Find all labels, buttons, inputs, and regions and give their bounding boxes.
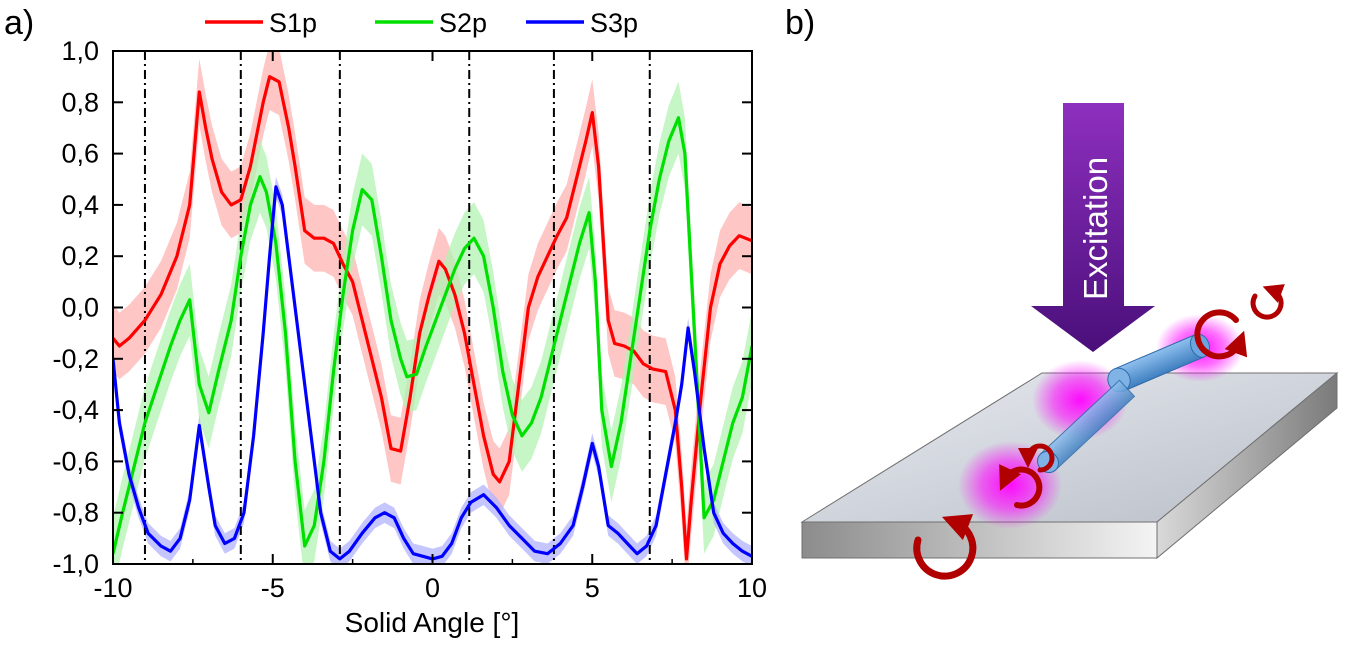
excitation-arrow: Excitation [1031, 103, 1155, 352]
legend-label-s2p: S2p [439, 8, 487, 38]
excitation-arrow-shape [1031, 103, 1155, 352]
panel-b-label: b) [785, 4, 815, 42]
x-axis-label: Solid Angle [°] [345, 607, 520, 638]
y-tick-label: 0,0 [61, 293, 99, 323]
y-tick-label: -0,2 [52, 344, 99, 374]
y-tick-label: -0,6 [52, 446, 99, 476]
series-line-s2p [113, 116, 752, 555]
x-tick-label: 10 [737, 573, 767, 603]
x-axis-ticks: -10 -5 0 5 10 [93, 51, 767, 603]
y-tick-label: 0,6 [61, 139, 99, 169]
y-tick-label: -1,0 [52, 549, 99, 579]
circular-arrow-middle [999, 464, 1043, 509]
panel-a-label: a) [4, 4, 34, 42]
circular-arrow-top [1194, 309, 1248, 360]
circular-arrow-small-bottom [1018, 443, 1055, 473]
excitation-label: Excitation [1077, 157, 1114, 300]
chart-legend: S1p S2p S3p [205, 8, 638, 38]
legend-label-s3p: S3p [590, 8, 638, 38]
circular-polarization-arrows [913, 284, 1285, 580]
x-tick-label: -5 [261, 573, 285, 603]
series-line-s3p [113, 185, 752, 561]
x-tick-label: 0 [425, 573, 440, 603]
series-lines [113, 75, 752, 561]
confidence-bands [113, 51, 752, 564]
circular-arrow-small-top [1250, 284, 1285, 320]
legend-label-s1p: S1p [269, 8, 317, 38]
y-tick-label: 1,0 [61, 36, 99, 66]
x-tick-label: -10 [93, 573, 132, 603]
slab-side-face [1156, 371, 1338, 560]
y-tick-label: 0,4 [61, 190, 99, 220]
y-tick-label: -0,8 [52, 498, 99, 528]
vertical-reference-lines [143, 51, 651, 564]
y-tick-label: -0,4 [52, 395, 99, 425]
band-s2p [113, 81, 752, 564]
x-tick-label: 5 [585, 573, 600, 603]
y-tick-label: 0,8 [61, 87, 99, 117]
series-line-s1p [113, 75, 752, 561]
circular-arrow-large [913, 514, 977, 580]
y-axis-ticks: -1,0 -0,8 -0,6 -0,4 -0,2 0,0 0,2 0,4 0,6 0,8 1,0 [52, 36, 752, 579]
y-tick-label: 0,2 [61, 241, 99, 271]
slab-front-face [801, 521, 1158, 559]
